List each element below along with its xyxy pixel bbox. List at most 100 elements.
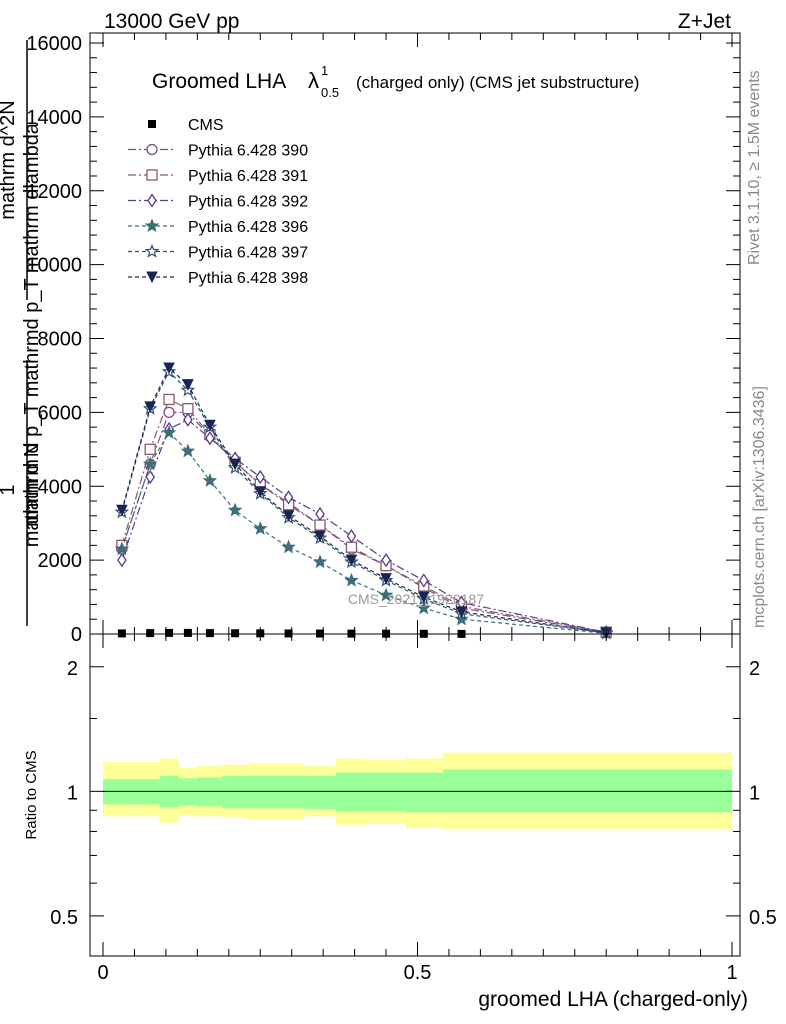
- data-point: [314, 519, 326, 531]
- y-tick-label: 10000: [26, 255, 82, 277]
- legend-marker: [147, 193, 157, 208]
- legend: CMS Pythia 6.428 390 Pythia 6.428 391 Pythi…: [128, 117, 308, 287]
- ratio-band-inner: [404, 772, 443, 813]
- title-main: Groomed LHA: [152, 70, 286, 93]
- ratio-bands: [103, 752, 732, 830]
- legend-label: Pythia 6.428 397: [188, 245, 308, 262]
- data-point: [205, 629, 214, 638]
- legend-marker: [146, 169, 158, 181]
- legend-entry: CMS: [148, 117, 224, 134]
- data-point: [282, 510, 295, 522]
- data-point: [116, 504, 128, 517]
- x-tick-label: 1: [726, 962, 737, 984]
- data-point: [252, 521, 268, 535]
- ratio-band-inner: [247, 775, 273, 809]
- data-point: [345, 541, 358, 553]
- data-point: [283, 490, 294, 505]
- data-point: [255, 469, 266, 485]
- y-tick-label: 2000: [38, 550, 83, 572]
- y-tick-label: 0: [71, 624, 82, 646]
- legend-label: CMS: [188, 117, 224, 134]
- data-point: [204, 419, 216, 432]
- data-point: [315, 506, 325, 522]
- y-tick-label: 16000: [26, 33, 82, 55]
- ratio-band-inner: [335, 772, 368, 812]
- y-axis-label-line: 1: [0, 484, 19, 495]
- legend-label: Pythia 6.428 396: [188, 219, 308, 236]
- data-point: [205, 431, 215, 446]
- y-tick-label: 12000: [26, 181, 82, 203]
- legend-marker: [144, 218, 160, 233]
- data-point: [345, 554, 358, 567]
- ratio-band-inner: [272, 775, 305, 809]
- series-0: [117, 628, 611, 638]
- title-symbol: λ: [308, 68, 319, 93]
- legend-entry: Pythia 6.428 390: [128, 143, 308, 160]
- ratio-y-ticks: 0.5 0.5 1 1 2 2: [50, 658, 777, 929]
- legend-entry: Pythia 6.428 391: [128, 168, 308, 185]
- legend-entry: Pythia 6.428 396: [128, 218, 308, 236]
- legend-marker: [146, 143, 158, 156]
- legend-label: Pythia 6.428 398: [188, 270, 308, 287]
- series-line: [121, 398, 607, 633]
- data-point: [417, 591, 430, 604]
- legend-marker: [148, 120, 156, 128]
- watermark: CMS_2021_I1920187: [348, 591, 484, 607]
- ratio-x-ticks: 0 0.5 1: [97, 634, 738, 984]
- data-point: [117, 629, 126, 638]
- data-point: [344, 572, 359, 587]
- data-point: [419, 573, 429, 588]
- legend-entry: Pythia 6.428 392: [128, 193, 308, 211]
- ratio-y-tick-label: 0.5: [50, 907, 78, 929]
- chart-title: Groomed LHA λ 1 0.5 (charged only) (CMS …: [152, 63, 639, 100]
- x-tick-label: 0: [97, 962, 108, 984]
- series-4: [114, 425, 614, 640]
- series-6: [116, 362, 613, 640]
- data-point: [600, 627, 613, 640]
- ratio-band-inner: [442, 769, 732, 813]
- ratio-band-inner: [178, 778, 198, 806]
- data-point: [183, 412, 193, 427]
- ratio-y-tick-label-right: 2: [749, 658, 760, 680]
- ratio-y-tick-label: 1: [67, 782, 78, 804]
- data-point: [454, 611, 469, 626]
- data-point: [378, 587, 394, 602]
- y-axis-label-line: mathrm d p_T mathrmd p_T mathrm dlambda: [21, 122, 43, 527]
- rivet-label: Rivet 3.1.10, ≥ 1.5M events: [746, 70, 763, 265]
- data-point: [314, 530, 326, 543]
- data-point: [117, 552, 127, 568]
- data-point: [163, 362, 175, 375]
- data-point: [163, 393, 175, 406]
- ratio-y-tick-label-right: 0.5: [749, 907, 777, 929]
- data-point: [114, 541, 130, 556]
- header-left: 13000 GeV pp: [104, 10, 239, 33]
- data-point: [312, 554, 328, 569]
- title-sup: 1: [321, 63, 328, 78]
- data-point: [227, 502, 243, 517]
- legend-entry: Pythia 6.428 397: [128, 243, 308, 262]
- data-point: [281, 539, 296, 554]
- series-line: [121, 370, 607, 634]
- data-point: [161, 425, 177, 439]
- series-line: [121, 419, 607, 633]
- data-point: [180, 443, 196, 458]
- ratio-y-label: Ratio to CMS: [23, 750, 40, 839]
- data-point: [256, 629, 265, 638]
- ratio-frame: [89, 633, 741, 957]
- title-sub: 0.5: [321, 85, 339, 100]
- mcplots-label: mcplots.cern.ch [arXiv:1306.3436]: [751, 386, 768, 628]
- legend-label: Pythia 6.428 390: [188, 143, 308, 160]
- ratio-panel: 0.5 0.51 12 2 0 0.5 1 Ratio to CMS groomed LH…: [23, 633, 777, 1011]
- data-point: [455, 606, 468, 618]
- y-axis-label-line: mathrm d^2N: [0, 100, 19, 219]
- header-right: Z+Jet: [678, 10, 731, 33]
- data-point: [229, 458, 241, 471]
- data-point: [165, 628, 174, 637]
- ratio-band-inner: [222, 775, 248, 809]
- data-point: [145, 469, 155, 485]
- data-point: [182, 403, 194, 415]
- y-tick-label: 4000: [38, 476, 83, 498]
- x-tick-label: 0.5: [404, 962, 432, 984]
